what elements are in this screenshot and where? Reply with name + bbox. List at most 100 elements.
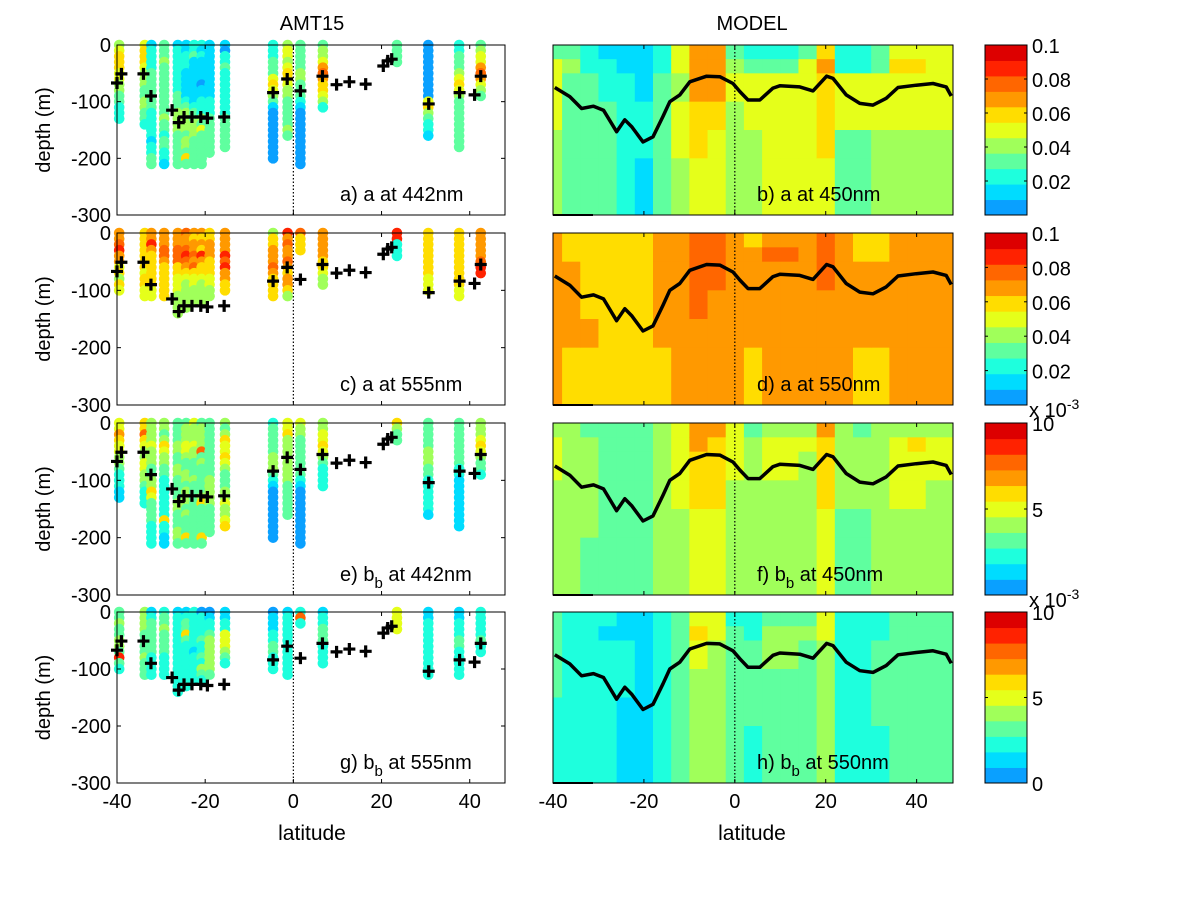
colorbar-band bbox=[985, 153, 1027, 170]
heatmap-cell bbox=[653, 130, 672, 159]
heatmap-cell bbox=[598, 437, 618, 453]
observation-dot bbox=[453, 141, 465, 153]
heatmap-cell bbox=[707, 726, 727, 783]
observation-dot bbox=[282, 290, 293, 302]
heatmap-cell bbox=[671, 697, 690, 727]
heatmap-cell bbox=[689, 101, 709, 131]
heatmap-cell bbox=[653, 319, 672, 349]
observation-dot bbox=[295, 244, 306, 256]
heatmap-cell bbox=[653, 726, 672, 783]
heatmap-cell bbox=[653, 158, 672, 215]
heatmap-cell bbox=[762, 423, 781, 438]
heatmap-cell bbox=[907, 319, 927, 349]
heatmap-cell bbox=[889, 697, 909, 727]
heatmap-cell bbox=[598, 130, 618, 159]
heatmap-cell bbox=[707, 697, 727, 727]
heatmap-cell bbox=[798, 319, 818, 349]
heatmap-cell bbox=[553, 437, 563, 453]
heatmap-cell bbox=[871, 669, 890, 698]
heatmap-cell bbox=[689, 233, 709, 248]
observation-dot bbox=[146, 538, 157, 549]
heatmap-cell bbox=[925, 437, 953, 453]
mld-cross-marker bbox=[343, 264, 356, 277]
heatmap-cell bbox=[580, 59, 599, 74]
mld-cross-marker bbox=[474, 70, 487, 83]
heatmap-cell bbox=[616, 59, 636, 74]
heatmap-cell bbox=[743, 73, 763, 103]
heatmap-cell bbox=[562, 158, 581, 215]
observation-dot bbox=[172, 158, 184, 170]
heatmap-cell bbox=[743, 261, 763, 291]
mld-cross-marker bbox=[166, 104, 179, 117]
heatmap-cell bbox=[634, 726, 654, 783]
heatmap-cell bbox=[871, 261, 890, 291]
heatmap-cell bbox=[834, 290, 854, 320]
heatmap-cell bbox=[671, 290, 690, 320]
heatmap-cell bbox=[689, 423, 709, 438]
observation-dot bbox=[295, 538, 306, 549]
heatmap-cell bbox=[598, 233, 618, 248]
heatmap-cell bbox=[871, 73, 890, 103]
observation-dot bbox=[422, 509, 434, 521]
heatmap-cell bbox=[871, 726, 890, 783]
heatmap-cell bbox=[907, 726, 927, 783]
heatmap-cell bbox=[598, 726, 618, 783]
mld-cross-marker bbox=[385, 53, 398, 66]
heatmap-cell bbox=[780, 59, 799, 74]
colorbar-band bbox=[985, 532, 1027, 549]
heatmap-cell bbox=[653, 423, 672, 438]
mld-cross-marker bbox=[281, 451, 294, 464]
panel-d: d) a at 550nm bbox=[552, 232, 954, 406]
heatmap-cell bbox=[707, 247, 727, 263]
observation-dot bbox=[317, 658, 329, 669]
observation-dot bbox=[204, 290, 215, 302]
panel-label-main: e) b bbox=[340, 564, 374, 586]
heatmap-cell bbox=[871, 247, 890, 263]
colorbar-band bbox=[985, 168, 1027, 185]
heatmap-cell bbox=[553, 726, 563, 783]
heatmap-cell bbox=[689, 697, 709, 727]
heatmap-cell bbox=[562, 59, 581, 74]
heatmap-cell bbox=[907, 347, 927, 405]
heatmap-cell bbox=[816, 101, 836, 131]
y-tick-label: -300 bbox=[71, 585, 111, 607]
x-tick-label: 40 bbox=[459, 791, 481, 813]
heatmap-cell bbox=[853, 726, 872, 783]
mld-cross-marker bbox=[316, 70, 329, 83]
colorbar-band bbox=[985, 627, 1027, 644]
heatmap-cells bbox=[553, 423, 953, 595]
heatmap-cell bbox=[580, 319, 599, 349]
heatmap-cell bbox=[925, 726, 953, 783]
mld-cross-marker bbox=[422, 286, 435, 299]
observation-dot bbox=[113, 492, 125, 503]
colorbar-tick-label: 0 bbox=[1032, 774, 1043, 796]
heatmap-cell bbox=[616, 423, 636, 438]
heatmap-cell bbox=[598, 347, 618, 405]
heatmap-cell bbox=[707, 158, 727, 215]
mld-crosses bbox=[111, 431, 487, 508]
heatmap-cell bbox=[780, 319, 799, 349]
heatmap-cell bbox=[762, 537, 781, 595]
observation-dot bbox=[317, 279, 329, 290]
heatmap-cells bbox=[553, 233, 953, 405]
observation-dot bbox=[219, 520, 231, 532]
colorbar-tick-label: 0.02 bbox=[1032, 362, 1071, 384]
heatmap-cell bbox=[907, 261, 927, 291]
colorbar-tick-label: 0.04 bbox=[1032, 138, 1071, 160]
colorbar-band bbox=[985, 643, 1027, 660]
heatmap-cell bbox=[780, 158, 799, 215]
x-tick-label: -20 bbox=[629, 791, 658, 813]
heatmap-cell bbox=[762, 669, 781, 698]
heatmap-cell bbox=[553, 290, 563, 320]
heatmap-cell bbox=[634, 437, 654, 453]
y-tick-label: 0 bbox=[100, 602, 111, 624]
heatmap-cell bbox=[689, 726, 709, 783]
mld-cross-marker bbox=[453, 275, 466, 288]
observation-dot bbox=[146, 158, 157, 170]
heatmap-cell bbox=[907, 669, 927, 698]
x-tick-label: 20 bbox=[370, 791, 392, 813]
heatmap-cell bbox=[598, 45, 618, 60]
heatmap-cell bbox=[780, 509, 799, 539]
heatmap-cell bbox=[562, 101, 581, 131]
x-tick-label: 0 bbox=[288, 791, 299, 813]
